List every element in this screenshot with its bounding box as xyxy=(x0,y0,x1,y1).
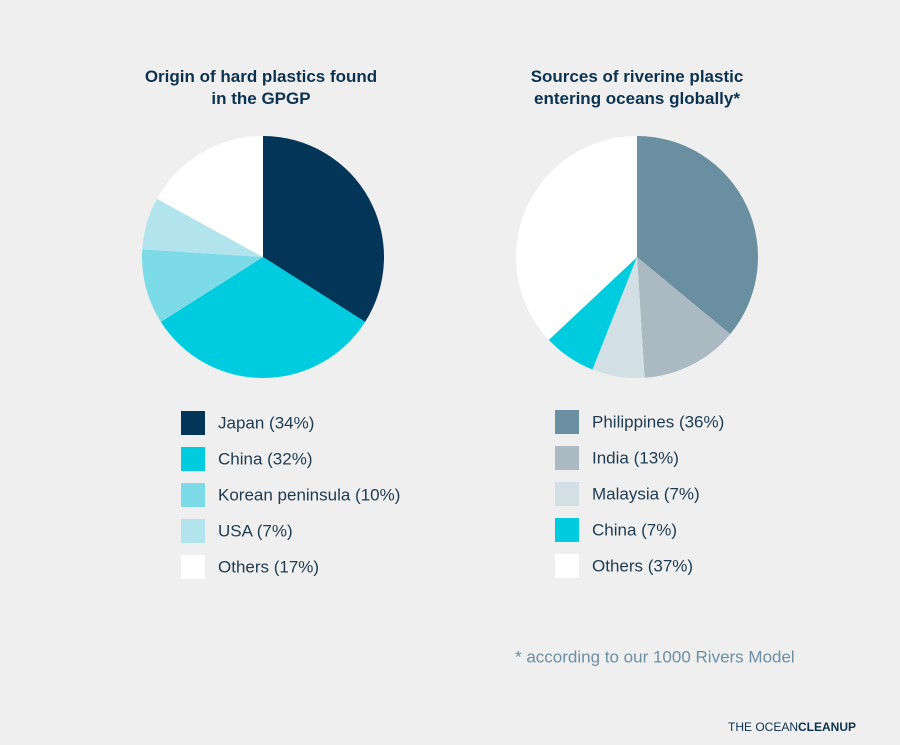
logo-bold: CLEANUP xyxy=(798,720,856,734)
legend-label: India (13%) xyxy=(592,448,679,467)
pie-slice xyxy=(515,136,637,340)
legend-label: USA (7%) xyxy=(218,521,293,540)
legend-swatch xyxy=(555,554,579,578)
footnote: * according to our 1000 Rivers Model xyxy=(515,647,795,666)
pie-slice xyxy=(637,136,758,335)
legend-label: Others (37%) xyxy=(592,556,693,575)
legend-swatch xyxy=(181,447,205,471)
pie-slice xyxy=(142,249,263,322)
legend-swatch xyxy=(555,410,579,434)
pie-slice xyxy=(548,257,637,370)
chart-title: Sources of riverine plastic entering oce… xyxy=(530,67,744,108)
legend-swatch xyxy=(181,483,205,507)
legend-swatch xyxy=(555,482,579,506)
legend-swatch xyxy=(555,518,579,542)
legend-swatch xyxy=(181,411,205,435)
legend-label: China (32%) xyxy=(218,449,313,468)
legend-swatch xyxy=(181,519,205,543)
legend-swatch xyxy=(555,446,579,470)
legend-label: Japan (34%) xyxy=(218,413,314,432)
logo: THE OCEANCLEANUP xyxy=(728,720,856,734)
chart-title: Origin of hard plastics found in the GPG… xyxy=(144,67,378,108)
legend-swatch xyxy=(181,555,205,579)
pie-slice xyxy=(156,136,263,257)
pie-slice xyxy=(263,136,384,322)
logo-light: THE OCEAN xyxy=(728,720,798,734)
legend-label: Others (17%) xyxy=(218,557,319,576)
legend-label: Philippines (36%) xyxy=(592,412,724,431)
pie-slice xyxy=(637,257,731,378)
legend-label: China (7%) xyxy=(592,520,677,539)
pie-slice xyxy=(592,257,645,378)
legend-label: Korean peninsula (10%) xyxy=(218,485,400,504)
pie-slice xyxy=(160,257,366,378)
pie-slice xyxy=(142,198,263,257)
legend-label: Malaysia (7%) xyxy=(592,484,700,503)
